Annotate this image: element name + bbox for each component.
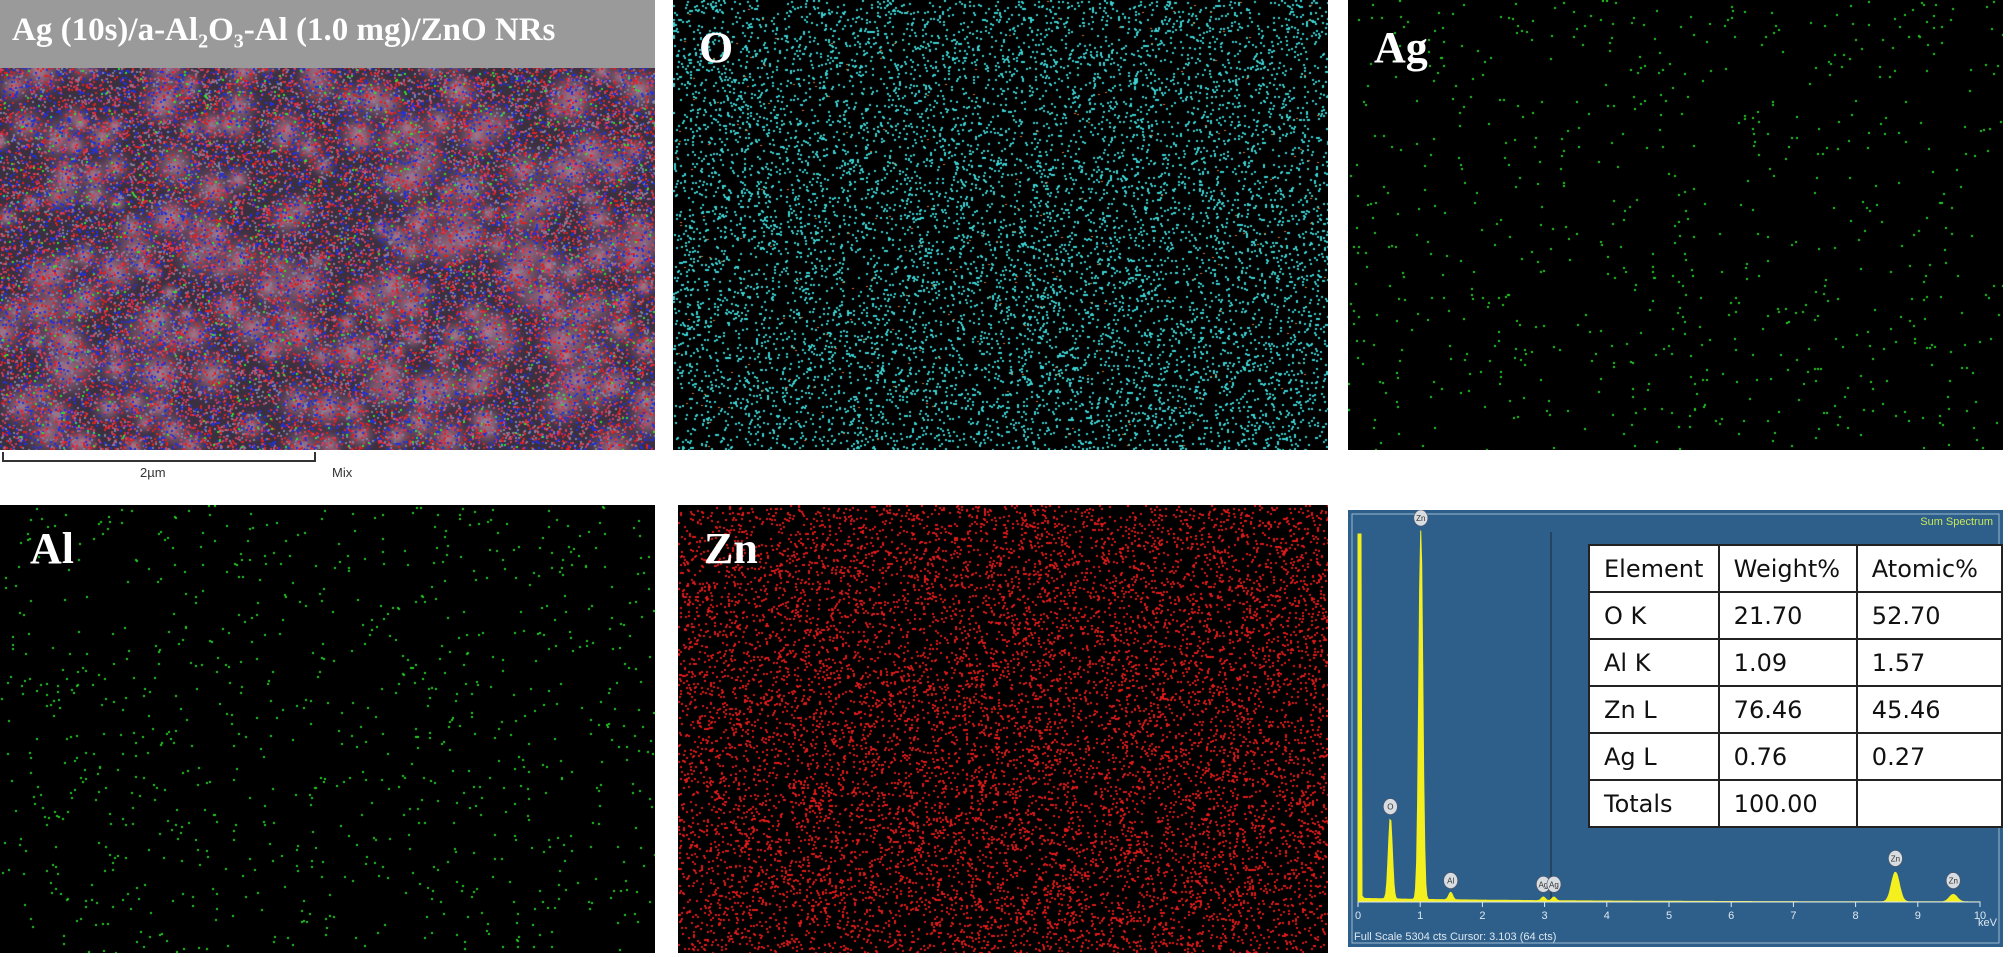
x-tick-label: 9 [1915,910,1921,922]
mix-map-panel: Ag (10s)/a-Al2O3-Al (1.0 mg)/ZnO NRs [0,0,655,450]
cell-atomic: 1.57 [1855,638,2003,687]
peak-label: Ag [1538,880,1548,889]
table-row: Ag L 0.76 0.27 [1588,732,2003,781]
o-label: O [699,23,734,72]
al-map-panel: Al [0,505,655,953]
al-label: Al [30,524,74,573]
x-tick-label: 8 [1853,910,1859,922]
peak-marker [1443,872,1458,889]
mix-title-band [0,0,655,68]
spectrum-footer: Full Scale 5304 cts Cursor: 3.103 (64 ct… [1354,931,1557,943]
header-weight: Weight% [1717,544,1858,593]
zn-label: Zn [704,524,758,573]
x-tick-label: 3 [1542,910,1548,922]
peak-label: O [1387,803,1393,812]
x-tick-label: 1 [1417,910,1423,922]
cell-atomic: 52.70 [1855,591,2003,640]
cell-element: Al K [1588,638,1720,687]
x-tick-label: 10 [1974,910,1986,922]
zn-map-image [678,505,1328,953]
cell-weight: 0.76 [1717,732,1858,781]
cell-weight: 76.46 [1717,685,1858,734]
peak-label: Zn [1416,514,1425,523]
cell-element: Zn L [1588,685,1720,734]
cell-weight: 21.70 [1717,591,1858,640]
peak-marker [1945,872,1961,889]
cell-weight: 1.09 [1717,638,1858,687]
al-map-image [0,505,655,953]
peak-label: Al [1447,877,1454,886]
spectrum-unit: keV [1978,917,1997,929]
composition-table: Element Weight% Atomic% O K 21.70 52.70 … [1588,544,2003,828]
cell-atomic [1855,779,2003,828]
cell-atomic: 45.46 [1855,685,2003,734]
scale-bar [2,460,316,462]
peak-marker [1888,850,1903,867]
x-tick-label: 0 [1355,910,1361,922]
peak-label: Zn [1949,877,1958,886]
scale-bar-tick-right [314,452,316,462]
peak-label: Ag [1549,880,1559,889]
header-atomic: Atomic% [1855,544,2003,593]
x-tick-label: 5 [1666,910,1672,922]
zn-map-panel: Zn [678,505,1328,953]
peak-marker [1413,510,1429,527]
peak-label: Zn [1891,854,1900,863]
x-tick-label: 4 [1604,910,1610,922]
mix-mode-label: Mix [332,465,353,480]
cell-element: Ag L [1588,732,1720,781]
scale-bar-tick-left [2,452,4,462]
peak-marker [1546,875,1562,893]
cell-weight: 100.00 [1717,779,1858,828]
cell-atomic: 0.27 [1855,732,2003,781]
spectrum-title: Sum Spectrum [1920,516,1993,528]
ag-map-image [1348,0,2003,450]
scale-bar-label: 2µm [140,465,166,480]
ag-map-panel: Ag [1348,0,2003,450]
x-tick-label: 6 [1728,910,1734,922]
table-header-row: Element Weight% Atomic% [1588,544,2003,593]
eds-spectrum-panel: 0 1 2 3 4 5 6 7 8 9 10 Zn O Al Ag Ag Zn Zn Sum Spectrum k… [1348,510,2003,947]
peak-marker [1383,798,1398,815]
cell-element: Totals [1588,779,1720,828]
header-element: Element [1588,544,1720,593]
cell-element: O K [1588,591,1720,640]
mix-title: Ag (10s)/a-Al2O3-Al (1.0 mg)/ZnO NRs [12,12,556,53]
table-row: Al K 1.09 1.57 [1588,638,2003,687]
o-map-panel: O [673,0,1328,450]
ag-label: Ag [1374,23,1428,72]
mix-map-image [0,0,655,450]
table-row-totals: Totals 100.00 [1588,779,2003,828]
o-map-image [673,0,1328,450]
table-row: O K 21.70 52.70 [1588,591,2003,640]
x-tick-label: 2 [1479,910,1485,922]
spectrum-plot: 0 1 2 3 4 5 6 7 8 9 10 Zn O Al Ag Ag Zn Zn [1351,510,2000,944]
x-tick-label: 7 [1790,910,1796,922]
table-row: Zn L 76.46 45.46 [1588,685,2003,734]
